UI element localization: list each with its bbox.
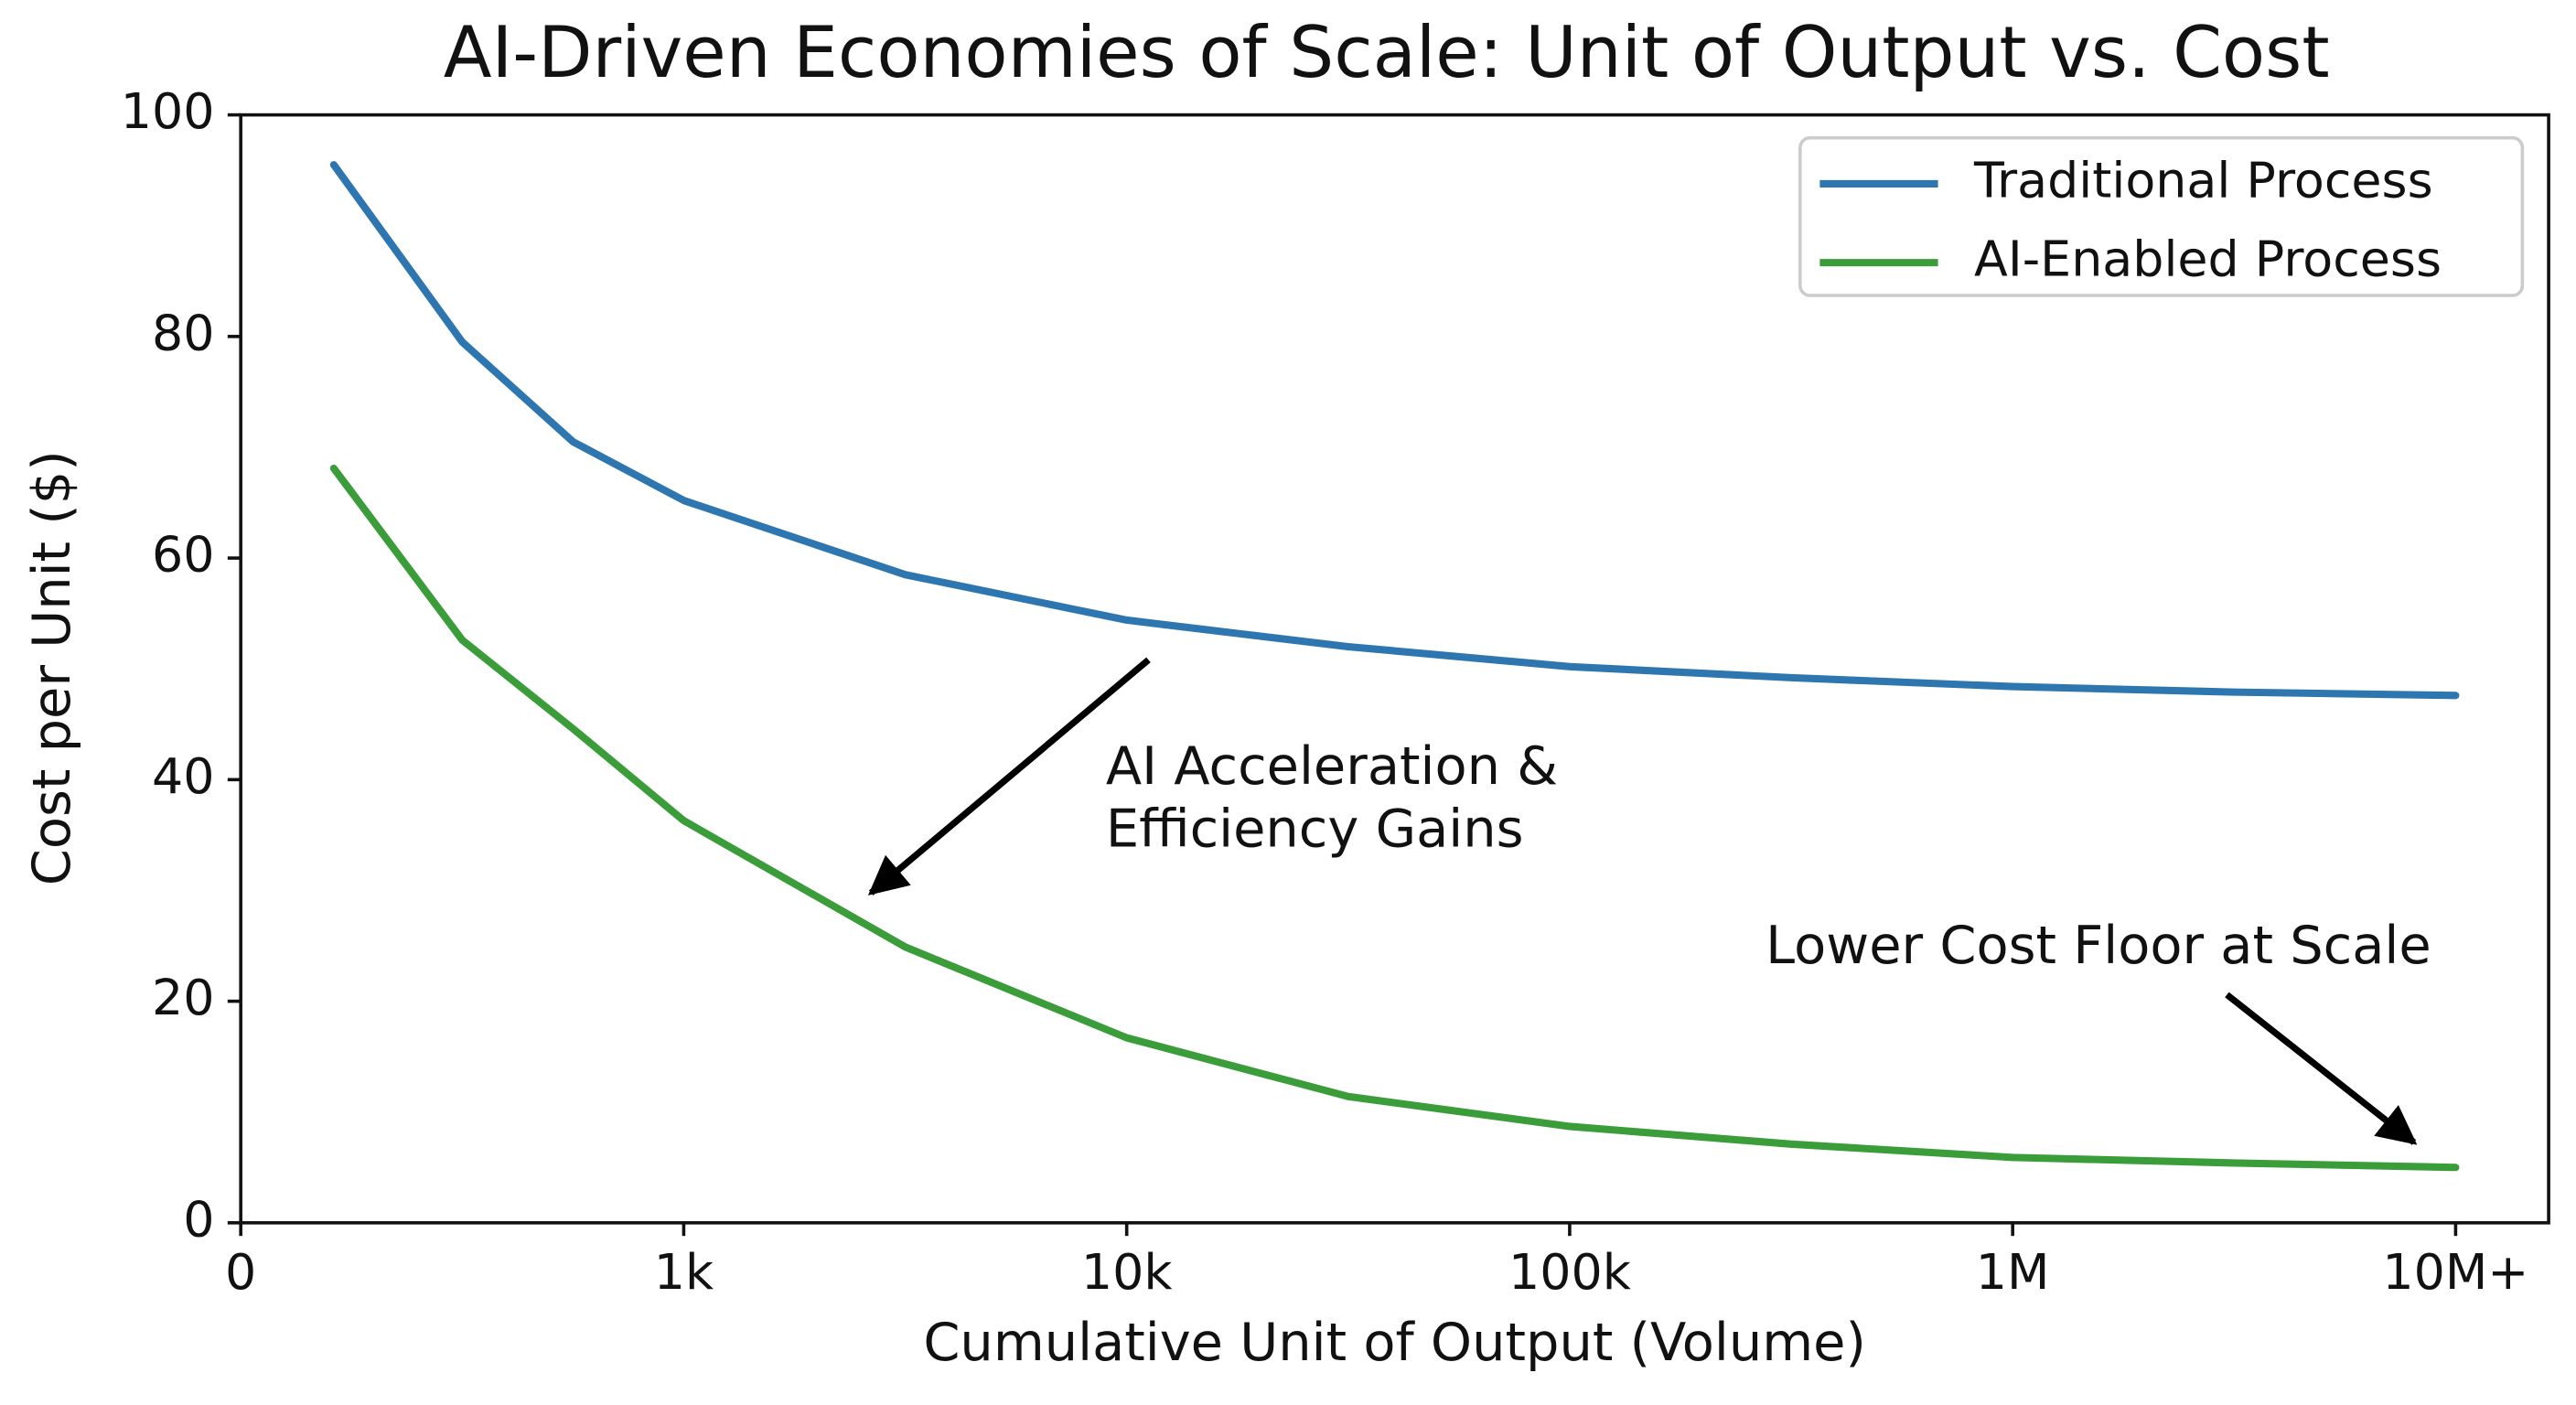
annotation-arrow [2225, 992, 2418, 1145]
y-tick-label: 0 [183, 1190, 214, 1248]
x-tick-label: 0 [225, 1243, 256, 1301]
annotation-arrow [867, 657, 1151, 896]
y-tick-label: 100 [121, 82, 215, 140]
x-axis-label: Cumulative Unit of Output (Volume) [923, 1312, 1866, 1373]
series-line [329, 464, 2460, 1172]
x-tick-label: 100k [1508, 1243, 1632, 1301]
y-tick-label: 60 [152, 526, 214, 584]
plot-frame [239, 113, 2550, 1225]
legend-label: Traditional Process [1973, 152, 2433, 209]
y-tick-label: 20 [152, 969, 214, 1026]
legend-label: AI-Enabled Process [1974, 231, 2442, 288]
annotation-text: AI Acceleration & [1106, 735, 1558, 797]
x-tick-label: 1k [654, 1243, 714, 1301]
x-tick-label: 10M+ [2382, 1243, 2528, 1301]
series-line [329, 161, 2460, 700]
annotation-text: Efficiency Gains [1106, 798, 1524, 859]
y-tick-label: 80 [152, 304, 214, 361]
y-axis-label: Cost per Unit ($) [21, 450, 82, 885]
x-tick-label: 10k [1081, 1243, 1173, 1301]
chart-title: AI-Driven Economies of Scale: Unit of Ou… [444, 12, 2330, 94]
y-tick-label: 40 [152, 747, 214, 805]
x-tick-label: 1M [1976, 1243, 2050, 1301]
legend-box [1798, 135, 2525, 297]
annotation-text: Lower Cost Floor at Scale [1766, 915, 2431, 976]
